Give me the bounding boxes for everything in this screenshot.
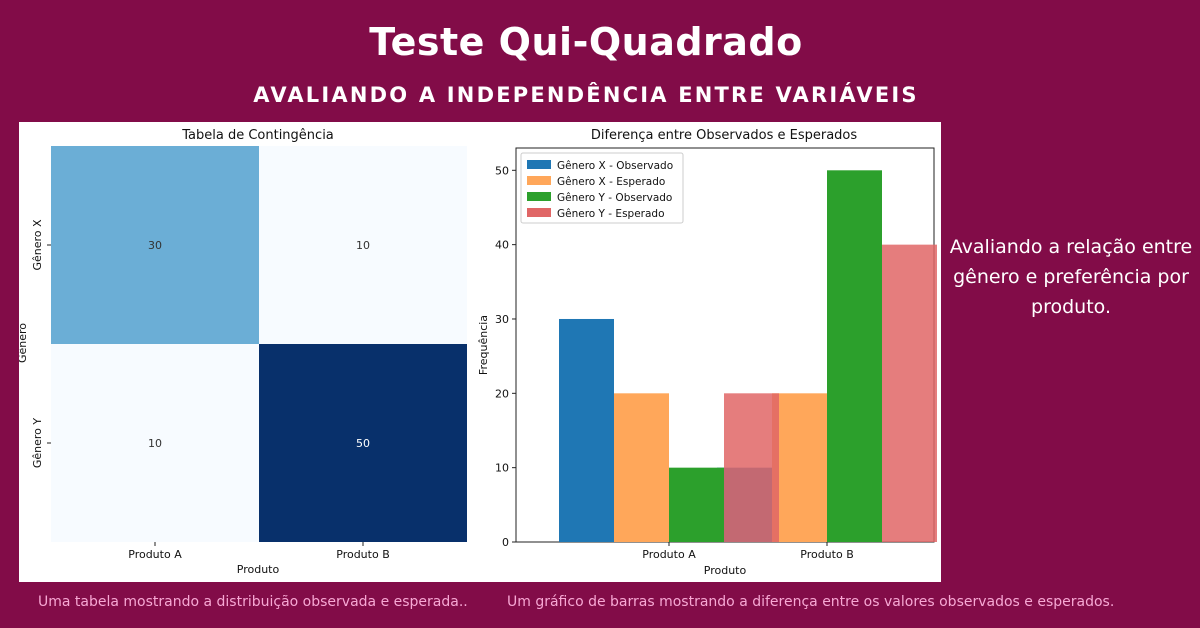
page-subtitle: AVALIANDO A INDEPENDÊNCIA ENTRE VARIÁVEI…: [253, 83, 919, 107]
bar-y-tick-label: 50: [495, 164, 509, 177]
heatmap-y-tick-label: Gênero X: [31, 219, 44, 271]
bar-g-nero-x-observado: [559, 318, 614, 542]
heatmap-x-tick-label: Produto A: [128, 548, 182, 561]
legend-swatch: [527, 160, 551, 169]
bar-chart-ylabel: Frequência: [477, 315, 490, 375]
heatmap-cell-label: 10: [356, 239, 370, 252]
bar-chart-legend: Gênero X - Observado Gênero X - Esperado G…: [520, 152, 684, 224]
heatmap-cell: [51, 344, 259, 542]
charts-panel: Tabela de Contingência 30 10 10 50 Produto …: [16, 122, 941, 582]
bar-chart-plot: 0 10 20 30 40 50 Produto A Produto B: [495, 164, 937, 561]
heatmap-cell: [259, 146, 467, 344]
legend-swatch: [527, 192, 551, 201]
heatmap-cell-label: 30: [148, 239, 162, 252]
heatmap-xlabel: Produto: [237, 563, 280, 576]
bar-y-tick-label: 0: [502, 536, 509, 549]
heatmap-cells: 30 10 10 50: [51, 146, 467, 542]
caption-right: Um gráfico de barras mostrando a diferen…: [507, 594, 1115, 610]
legend-swatch: [527, 208, 551, 217]
bar-y-tick-label: 30: [495, 313, 509, 326]
bar-g-nero-x-esperado: [614, 393, 669, 542]
heatmap-y-tick-label: Gênero Y: [31, 418, 44, 469]
legend-label: Gênero X - Observado: [557, 160, 673, 172]
bar-y-tick-label: 20: [495, 387, 509, 400]
heatmap-cell: [51, 146, 259, 344]
heatmap-cell: [259, 344, 467, 542]
legend-label: Gênero Y - Observado: [557, 192, 672, 204]
heatmap-x-tick-label: Produto B: [336, 548, 390, 561]
bar-g-nero-y-esperado: [724, 393, 779, 542]
heatmap-ylabel: Gênero: [19, 323, 29, 363]
side-note: Avaliando a relação entre gênero e prefe…: [949, 236, 1193, 318]
bar-g-nero-y-observado: [669, 467, 724, 542]
legend-label: Gênero X - Esperado: [557, 176, 665, 188]
bar-y-tick-label: 40: [495, 239, 509, 252]
caption-left: Uma tabela mostrando a distribuição obse…: [38, 594, 468, 610]
bar-g-nero-y-observado: [827, 170, 882, 542]
bar-g-nero-x-esperado: [772, 393, 827, 542]
bar-x-tick-label: Produto B: [800, 548, 854, 561]
legend-label: Gênero Y - Esperado: [557, 208, 665, 220]
bar-g-nero-y-esperado: [882, 244, 937, 542]
bar-x-tick-label: Produto A: [642, 548, 696, 561]
legend-box: [520, 152, 684, 224]
bar-chart-title: Diferença entre Observados e Esperados: [591, 128, 858, 143]
heatmap-axes: Produto A Produto B Gênero X Gênero Y: [31, 219, 390, 561]
charts-svg: Tabela de Contingência 30 10 10 50 Produto …: [16, 128, 937, 577]
heatmap-cell-label: 50: [356, 437, 370, 450]
heatmap-title: Tabela de Contingência: [181, 128, 334, 143]
page-title: Teste Qui-Quadrado: [369, 20, 803, 64]
legend-swatch: [527, 176, 551, 185]
heatmap-cell-label: 10: [148, 437, 162, 450]
bar-y-tick-label: 10: [495, 462, 509, 475]
bar-chart-xlabel: Produto: [704, 564, 747, 577]
